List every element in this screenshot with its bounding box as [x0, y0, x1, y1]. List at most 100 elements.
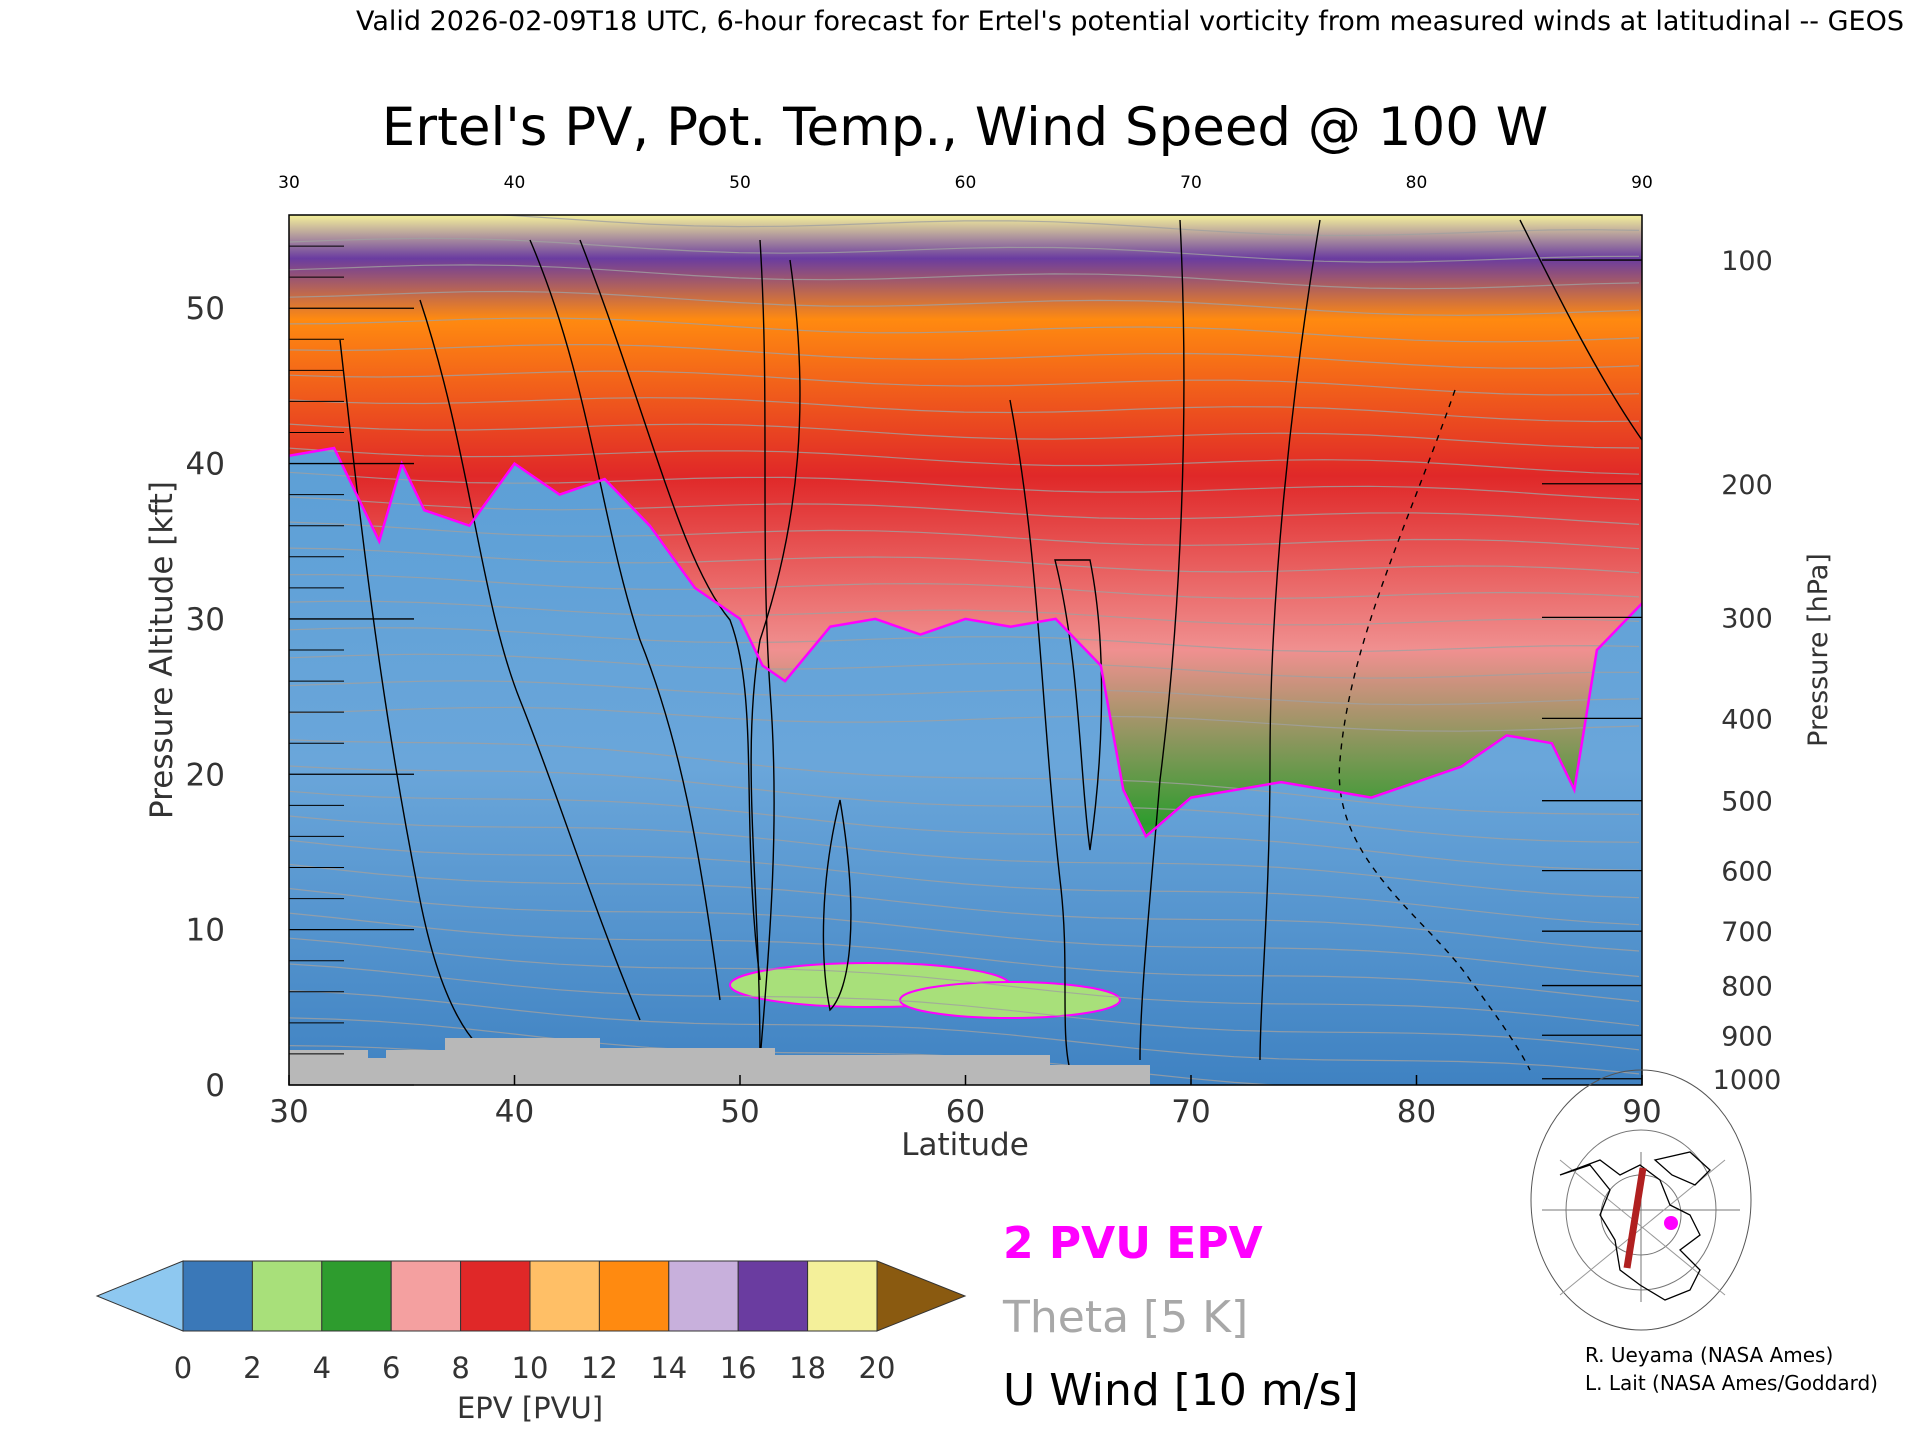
y-tick-label: 10 [186, 913, 225, 949]
theta-line [289, 815, 1640, 899]
theta-line [289, 887, 1640, 978]
theta-line [289, 547, 1640, 574]
u-wind-contour [419, 299, 641, 1021]
pressure-tick-label: 100 [1721, 246, 1773, 277]
x-tick-label: 90 [1622, 1094, 1661, 1130]
u-wind-contour-negative [1338, 389, 1531, 1071]
theta-line [289, 237, 1640, 263]
theta-line [289, 680, 1640, 706]
chart-title: Ertel's PV, Pot. Temp., Wind Speed @ 100… [382, 97, 1548, 158]
x-axis-label: Latitude [901, 1127, 1029, 1163]
y-tick-label: 50 [186, 291, 225, 327]
y-tick-label: 20 [186, 757, 225, 793]
colorbar-segment [182, 1260, 253, 1332]
theta-line [289, 937, 1640, 1027]
theta-line [289, 790, 1640, 871]
theta-line [289, 600, 1640, 626]
theta-line [289, 739, 1640, 815]
theta-line [289, 370, 1640, 396]
u-wind-contour [1009, 399, 1071, 1071]
pressure-tick-label: 300 [1721, 603, 1773, 634]
colorbar-segment [807, 1260, 878, 1332]
theta-line [289, 627, 1640, 653]
y-tick-label: 0 [205, 1068, 225, 1104]
y-axis-left: 0 10 20 30 40 50 [186, 245, 414, 1104]
theta-line [289, 423, 1640, 449]
pressure-tick-label: 400 [1721, 704, 1773, 735]
pressure-tick-label: 700 [1721, 917, 1773, 948]
terrain [289, 1038, 1150, 1085]
theta-line [289, 343, 1640, 369]
x-top-tick-label: 80 [1406, 173, 1428, 193]
colorbar-segment [529, 1260, 600, 1332]
theta-line [289, 863, 1640, 952]
colorbar-segment [390, 1260, 462, 1332]
colorbar: 0 2 4 6 8 10 12 14 16 18 20 [95, 1260, 967, 1385]
u-wind-contours [339, 219, 1642, 1071]
troposphere-region [289, 448, 1642, 1085]
colorbar-segment [598, 1260, 670, 1332]
colorbar-segment [460, 1260, 531, 1332]
u-wind-contour [339, 339, 501, 1061]
u-wind-contour [759, 239, 775, 1061]
x-top-tick-label: 30 [278, 173, 300, 193]
pressure-tick-label: 500 [1721, 787, 1773, 818]
x-tick-label: 60 [946, 1094, 985, 1130]
theta-line [289, 653, 1639, 679]
pressure-tick-label: 900 [1721, 1021, 1773, 1052]
colorbar-segment [668, 1260, 739, 1332]
colorbar-tick-label: 8 [451, 1351, 469, 1385]
colorbar-segment [251, 1260, 323, 1332]
x-top-tick-label: 40 [504, 173, 526, 193]
colorbar-tick-label: 4 [313, 1351, 331, 1385]
location-inset-map [1530, 1069, 1752, 1331]
colorbar-tick-label: 14 [650, 1351, 687, 1385]
theta-line [289, 765, 1640, 843]
theta-line [289, 706, 1640, 732]
theta-line [289, 839, 1640, 926]
x-tick-label: 50 [720, 1094, 759, 1130]
legend-2pvu: 2 PVU EPV [1003, 1218, 1263, 1269]
colorbar-tick-label: 0 [174, 1351, 192, 1385]
colorbar-tick-label: 18 [789, 1351, 826, 1385]
y-tick-label: 40 [186, 447, 225, 483]
u-wind-contour [1259, 219, 1321, 1061]
theta-line [289, 290, 1640, 316]
low-pv-blob [899, 981, 1121, 1019]
x-tick-label: 70 [1171, 1094, 1210, 1130]
header-text: Valid 2026-02-09T18 UTC, 6-hour forecast… [356, 6, 1904, 37]
theta-line [289, 264, 1640, 290]
x-top-tick-label: 50 [729, 173, 751, 193]
x-top-tick-label: 70 [1180, 173, 1202, 193]
u-wind-contour [822, 799, 852, 1012]
y2-axis-label: Pressure [hPa] [1803, 553, 1834, 747]
pressure-tick-label: 200 [1721, 470, 1773, 501]
colorbar-over-arrow [876, 1260, 967, 1332]
colorbar-tick-label: 16 [720, 1351, 757, 1385]
u-wind-contour [1519, 219, 1642, 441]
theta-line [289, 963, 1640, 1051]
u-wind-contour [579, 239, 761, 981]
x-axis-bottom: 30 40 50 60 70 80 90 [269, 1075, 1662, 1130]
theta-line [289, 447, 1640, 475]
y-axis-label: Pressure Altitude [kft] [144, 481, 180, 819]
legend-u-wind: U Wind [10 m/s] [1003, 1365, 1359, 1416]
theta-line [289, 574, 1640, 600]
y-axis-right-pressure: 100 200 300 400 500 600 700 800 900 1000 [1542, 246, 1781, 1096]
colorbar-tick-label: 20 [859, 1351, 896, 1385]
credit-line-2: L. Lait (NASA Ames/Goddard) [1585, 1371, 1878, 1395]
theta-line [289, 990, 1640, 1075]
u-wind-contour [1139, 219, 1185, 1061]
colorbar-under-arrow [95, 1260, 184, 1332]
x-top-tick-label: 60 [955, 173, 977, 193]
u-wind-contour [1054, 559, 1103, 851]
x-axis-top: 30 40 50 60 70 80 90 [278, 173, 1653, 193]
pressure-tick-label: 600 [1721, 857, 1773, 888]
pressure-tick-label: 1000 [1713, 1065, 1782, 1096]
theta-line [289, 496, 1640, 525]
colorbar-label: EPV [PVU] [457, 1391, 603, 1425]
colorbar-tick-label: 6 [382, 1351, 400, 1385]
theta-line [289, 521, 1640, 550]
theta-line [289, 471, 1640, 501]
